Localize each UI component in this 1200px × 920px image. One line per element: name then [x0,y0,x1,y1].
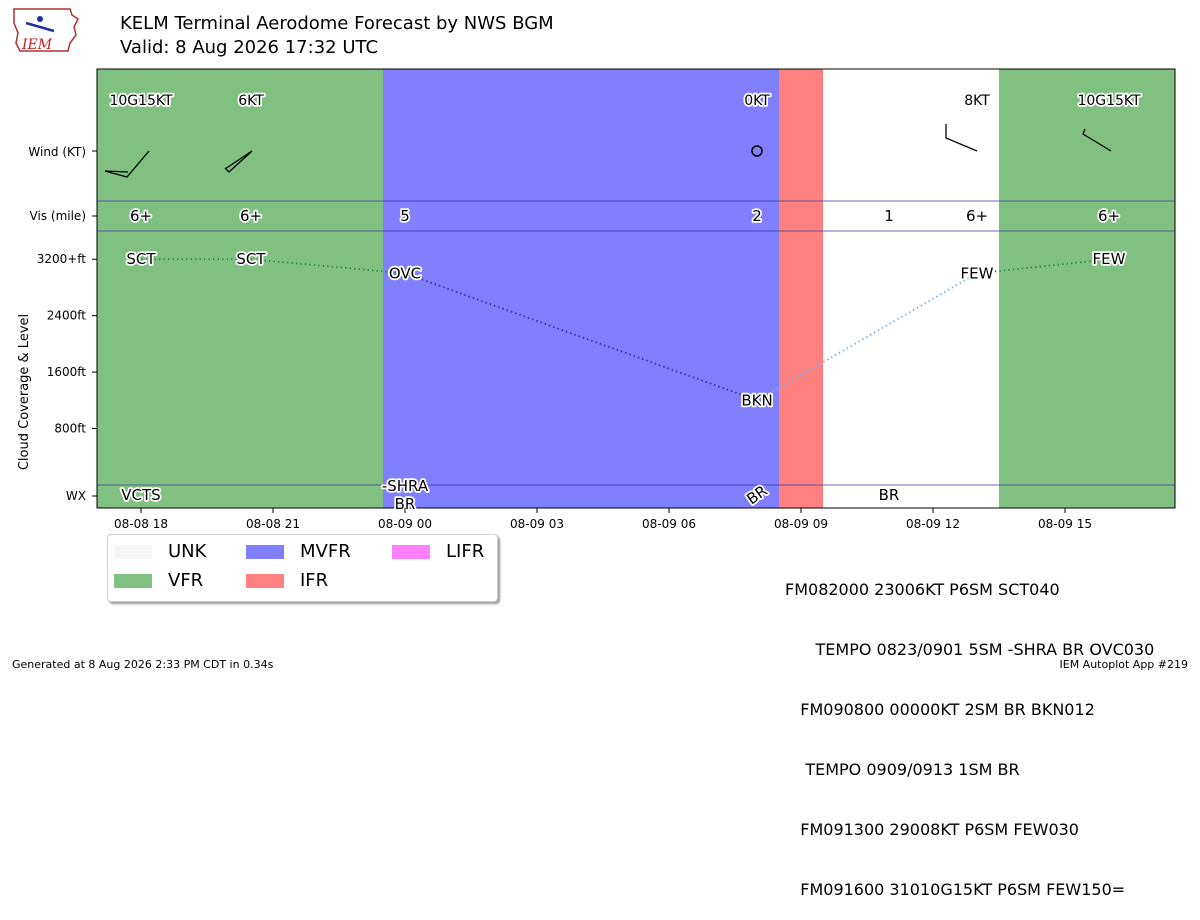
x-tick-label: 08-08 21 [246,517,300,531]
vis-row-label: Vis (mile) [30,209,86,223]
legend-item-unk: UNK [114,541,206,562]
vis-label: 6+ [1098,207,1120,225]
wind-label: 0KT [744,93,770,109]
legend-label-lifr: LIFR [446,541,485,562]
cloud-label: FEW [961,264,994,282]
wind-barb [224,150,253,173]
wind-label: 10G15KT [109,93,173,109]
legend-swatch-unk [114,544,152,559]
taf-line: FM091300 29008KT P6SM FEW030 [785,820,1079,839]
wind-calm-marker [751,145,763,157]
category-band [383,69,779,508]
legend-swatch-mvfr [246,544,284,559]
vis-label: 6+ [966,207,988,225]
wx-row-label: WX [66,489,86,503]
category-band [823,69,999,508]
wind-row-label: Wind (KT) [28,145,86,159]
x-tick-label: 08-09 09 [774,517,828,531]
vis-label: 6+ [130,207,152,225]
cloud-label: BKN [741,391,772,409]
y-tick-label: 1600ft [47,365,87,379]
x-tick-label: 08-09 15 [1038,517,1092,531]
taf-chart: 10G15KT 6KT 0KT 8KT 10G15KT 6+ 6+ 5 2 1 6+ 6+ SCT S… [17,68,1176,531]
footer-generated: Generated at 8 Aug 2026 2:33 PM CDT in 0… [12,658,274,671]
taf-line: TEMPO 0823/0901 5SM -SHRA BR OVC030 [785,640,1155,659]
chart-title: KELM Terminal Aerodome Forecast by NWS B… [120,13,554,34]
wx-label: BR [395,495,416,513]
legend-label-vfr: VFR [168,570,204,591]
iem-logo: IEM [13,8,79,53]
wind-barb [1082,128,1112,152]
cloud-label: SCT [236,250,266,268]
footer-app: IEM Autoplot App #219 [1059,658,1189,671]
wind-barb [104,150,150,178]
legend-item-lifr: LIFR [392,541,484,562]
legend-label-ifr: IFR [300,570,329,591]
x-tick-label: 08-08 18 [114,517,168,531]
vis-label: 5 [400,207,410,225]
taf-text: FM082000 23006KT P6SM SCT040 TEMPO 0823/… [785,540,1154,920]
taf-line: TEMPO 0909/0913 1SM BR [785,760,1020,779]
legend-label-unk: UNK [168,541,207,562]
cloud-trend-line [250,258,406,275]
wind-label: 8KT [964,93,990,109]
category-band [779,69,823,508]
vis-label: 1 [884,207,894,225]
legend-swatch-vfr [114,573,152,588]
vis-label: 2 [752,207,762,225]
legend-swatch-lifr [392,544,430,559]
wx-label: VCTS [121,486,160,504]
legend: UNK VFR MVFR IFR LIFR [107,534,498,602]
category-band [999,69,1175,508]
legend-item-vfr: VFR [114,570,203,591]
cloud-trend-line [756,272,978,402]
x-tick-label: 08-09 12 [906,517,960,531]
legend-swatch-ifr [246,573,284,588]
y-tick-label: 800ft [54,422,86,436]
category-band [97,69,383,508]
taf-line: FM090800 00000KT 2SM BR BKN012 [785,700,1095,719]
wind-label: 10G15KT [1077,93,1141,109]
cloud-label: SCT [126,250,156,268]
wind-label: 6KT [238,93,264,109]
wx-label: BR [879,486,900,504]
y-tick-label: 2400ft [47,309,87,323]
legend-item-mvfr: MVFR [246,541,351,562]
x-tick-label: 08-09 06 [642,517,696,531]
logo-text: IEM [21,37,53,53]
y-tick-label: 3200+ft [37,252,87,266]
vis-label: 6+ [240,207,262,225]
cloud-label: FEW [1093,250,1126,268]
taf-line: FM082000 23006KT P6SM SCT040 [785,580,1060,599]
legend-label-mvfr: MVFR [300,541,351,562]
cloud-label: OVC [389,264,421,282]
y-axis-label: Cloud Coverage & Level [17,314,32,470]
wind-barb [945,124,978,152]
x-tick-label: 08-09 00 [378,517,432,531]
taf-line: FM091600 31010G15KT P6SM FEW150= [785,880,1126,899]
chart-valid-time: Valid: 8 Aug 2026 17:32 UTC [120,37,379,58]
x-tick-label: 08-09 03 [510,517,564,531]
legend-item-ifr: IFR [246,570,328,591]
cloud-trend-line [404,272,758,402]
wx-label: -SHRA [382,477,429,495]
